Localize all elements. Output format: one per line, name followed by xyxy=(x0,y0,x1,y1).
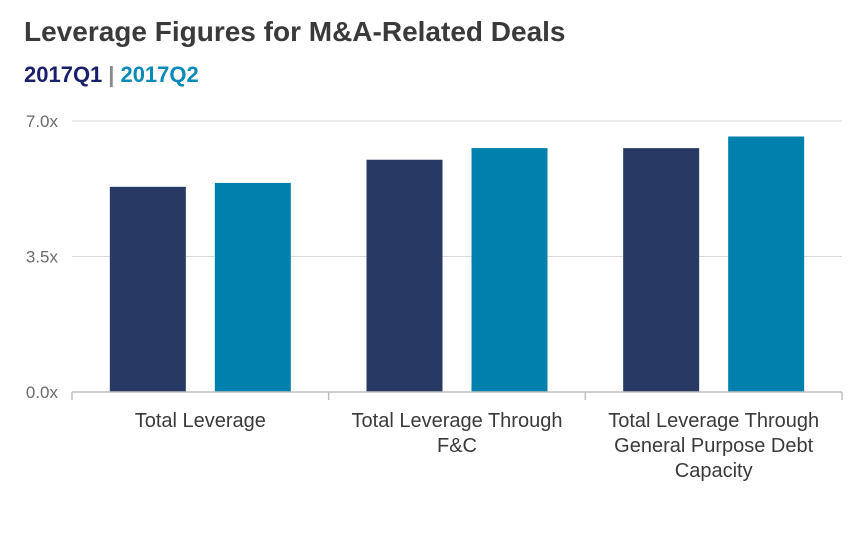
y-tick-label: 0.0x xyxy=(26,383,59,402)
legend-series-2: 2017Q2 xyxy=(120,62,199,87)
x-category-label: Total Leverage Through General Purpose De… xyxy=(608,410,819,482)
legend-separator: | xyxy=(108,62,115,87)
y-tick-label: 3.5x xyxy=(26,248,59,267)
bar xyxy=(728,136,805,392)
bar xyxy=(366,159,443,392)
bar xyxy=(623,148,700,392)
bar xyxy=(214,182,291,392)
x-category-label: Total Leverage Through F&C xyxy=(352,410,563,457)
legend-series-1: 2017Q1 xyxy=(24,62,103,87)
y-tick-label: 7.0x xyxy=(26,112,59,131)
x-category-label: Total Leverage xyxy=(135,410,266,432)
chart-legend: 2017Q1 | 2017Q2 xyxy=(24,62,199,88)
chart-title: Leverage Figures for M&A-Related Deals xyxy=(24,16,566,47)
bar xyxy=(109,186,186,392)
bar xyxy=(471,148,548,392)
